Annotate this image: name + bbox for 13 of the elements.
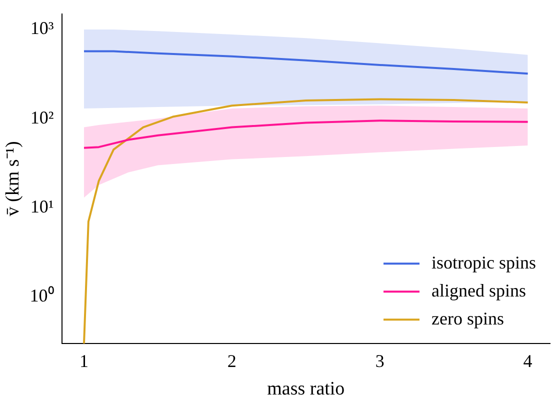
- legend-label: zero spins: [432, 308, 504, 328]
- x-tick-label: 3: [375, 351, 384, 372]
- x-axis-title: mass ratio: [267, 378, 345, 400]
- x-tick-label: 2: [227, 351, 236, 372]
- legend-label: aligned spins: [432, 280, 526, 300]
- legend-label: isotropic spins: [432, 252, 536, 272]
- x-tick-label: 4: [523, 351, 532, 372]
- y-tick-label: 10²: [30, 107, 54, 128]
- y-tick-label: 10³: [30, 18, 54, 38]
- y-axis-title: v̄ (km s⁻¹): [2, 141, 24, 216]
- x-tick-label: 1: [79, 351, 88, 372]
- y-tick-label: 10¹: [30, 196, 54, 217]
- y-tick-label: 10⁰: [30, 286, 54, 306]
